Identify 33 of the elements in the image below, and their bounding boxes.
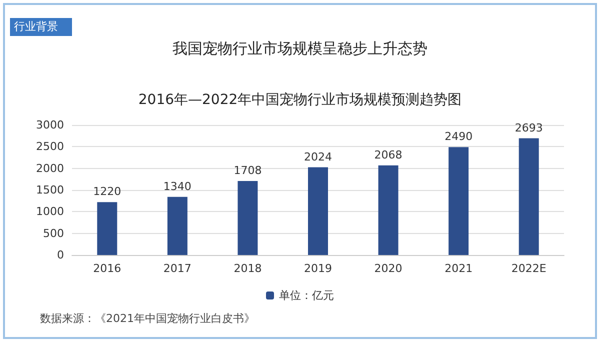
bar: [378, 165, 398, 255]
text: 行业背景: [14, 20, 58, 33]
y-tick-label: 2500: [36, 140, 64, 154]
y-tick-label: 500: [43, 226, 64, 240]
bar: [448, 147, 469, 255]
chart-title: 我国宠物行业市场规模呈稳步上升态势: [172, 40, 428, 58]
data-label: 2693: [514, 121, 543, 134]
bar: [308, 167, 328, 255]
x-tick-label: 2017: [163, 262, 192, 275]
data-label: 1220: [93, 185, 122, 198]
x-tick-label: 2022E: [511, 262, 546, 275]
data-label: 2490: [444, 130, 473, 144]
legend-label: 单位：亿元: [279, 289, 334, 302]
y-tick-label: 3000: [36, 118, 64, 132]
data-label: 2068: [374, 148, 402, 162]
x-tick-label: 2020: [374, 262, 402, 275]
data-label: 2024: [304, 150, 332, 164]
bar: [518, 138, 539, 255]
y-tick-label: 0: [57, 248, 64, 262]
y-tick-label: 1000: [36, 205, 64, 218]
bar: [238, 180, 258, 255]
x-tick-label: 2016: [93, 262, 122, 275]
bar: [97, 202, 118, 255]
data-label: 1708: [234, 164, 262, 177]
x-tick-label: 2018: [234, 262, 262, 275]
x-tick-label: 2021: [444, 262, 473, 275]
data-label: 1340: [163, 180, 192, 193]
y-tick-label: 1500: [36, 184, 64, 196]
chart-subtitle: 2016年—2022年中国宠物行业市场规模预测趋势图: [138, 92, 462, 108]
y-tick-label: 2000: [36, 162, 64, 175]
source-note: 数据来源：《2021年中国宠物行业白皮书》: [40, 312, 255, 325]
bar: [167, 196, 188, 255]
x-tick-label: 2019: [304, 262, 332, 275]
